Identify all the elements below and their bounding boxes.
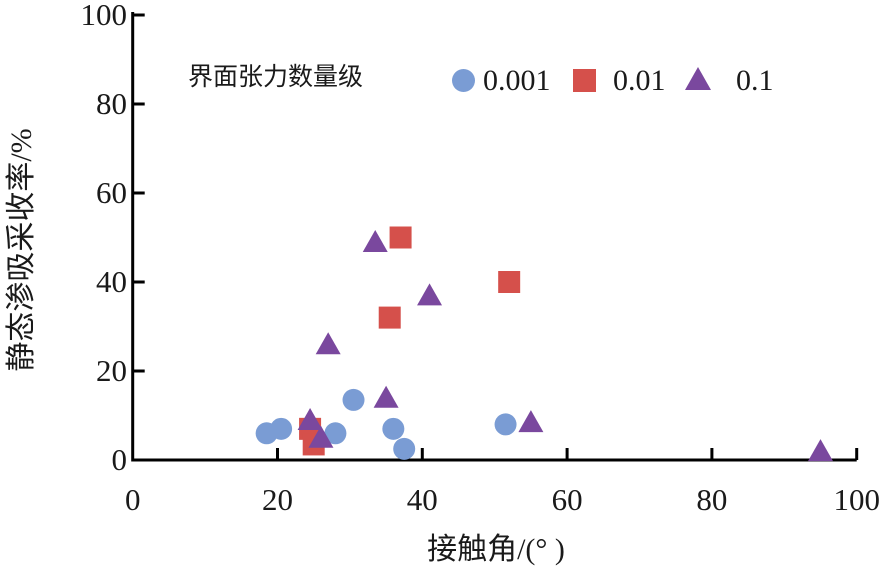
- x-tick-label: 80: [696, 482, 728, 517]
- y-tick-label: 40: [96, 264, 127, 299]
- data-marker-triangle: [417, 283, 443, 306]
- y-tick-label: 60: [96, 175, 127, 210]
- x-axis-title: 接触角/(° ): [427, 533, 565, 566]
- data-marker-square: [498, 271, 521, 293]
- y-tick-label: 0: [111, 442, 128, 477]
- x-tick-label: 60: [551, 482, 583, 517]
- axis-spines: [131, 12, 857, 462]
- legend-marker-circle-icon: [452, 69, 475, 92]
- data-marker-circle: [342, 388, 365, 411]
- y-tick-label: 80: [96, 86, 127, 121]
- data-marker-circle: [382, 417, 405, 440]
- data-marker-circle: [393, 437, 416, 460]
- x-tick-label: 20: [262, 482, 293, 517]
- data-marker-square: [389, 226, 412, 249]
- data-marker-triangle: [808, 439, 833, 462]
- legend-label-series-3: 0.1: [736, 64, 774, 97]
- data-marker-triangle: [315, 332, 341, 355]
- data-marker-triangle: [297, 407, 323, 430]
- data-marker-circle: [494, 413, 517, 436]
- x-tick-label: 0: [124, 482, 141, 517]
- x-tick-label: 40: [406, 482, 438, 517]
- legend-label-series-2: 0.01: [613, 64, 666, 97]
- legend-label-series-1: 0.001: [483, 64, 551, 97]
- data-marker-circle: [270, 417, 293, 440]
- data-marker-triangle: [373, 385, 399, 408]
- x-tick-label: 100: [833, 482, 880, 517]
- data-marker-triangle: [362, 229, 388, 252]
- legend-title: 界面张力数量级: [188, 63, 364, 91]
- data-marker-triangle: [518, 410, 544, 433]
- data-marker-circle: [324, 422, 347, 445]
- data-marker-square: [378, 306, 401, 329]
- legend-marker-square-icon: [573, 69, 596, 92]
- y-tick-label: 100: [80, 0, 128, 32]
- legend-marker-triangle-icon: [685, 67, 711, 90]
- data-marker-triangle: [308, 425, 334, 448]
- y-tick-label: 20: [96, 353, 127, 388]
